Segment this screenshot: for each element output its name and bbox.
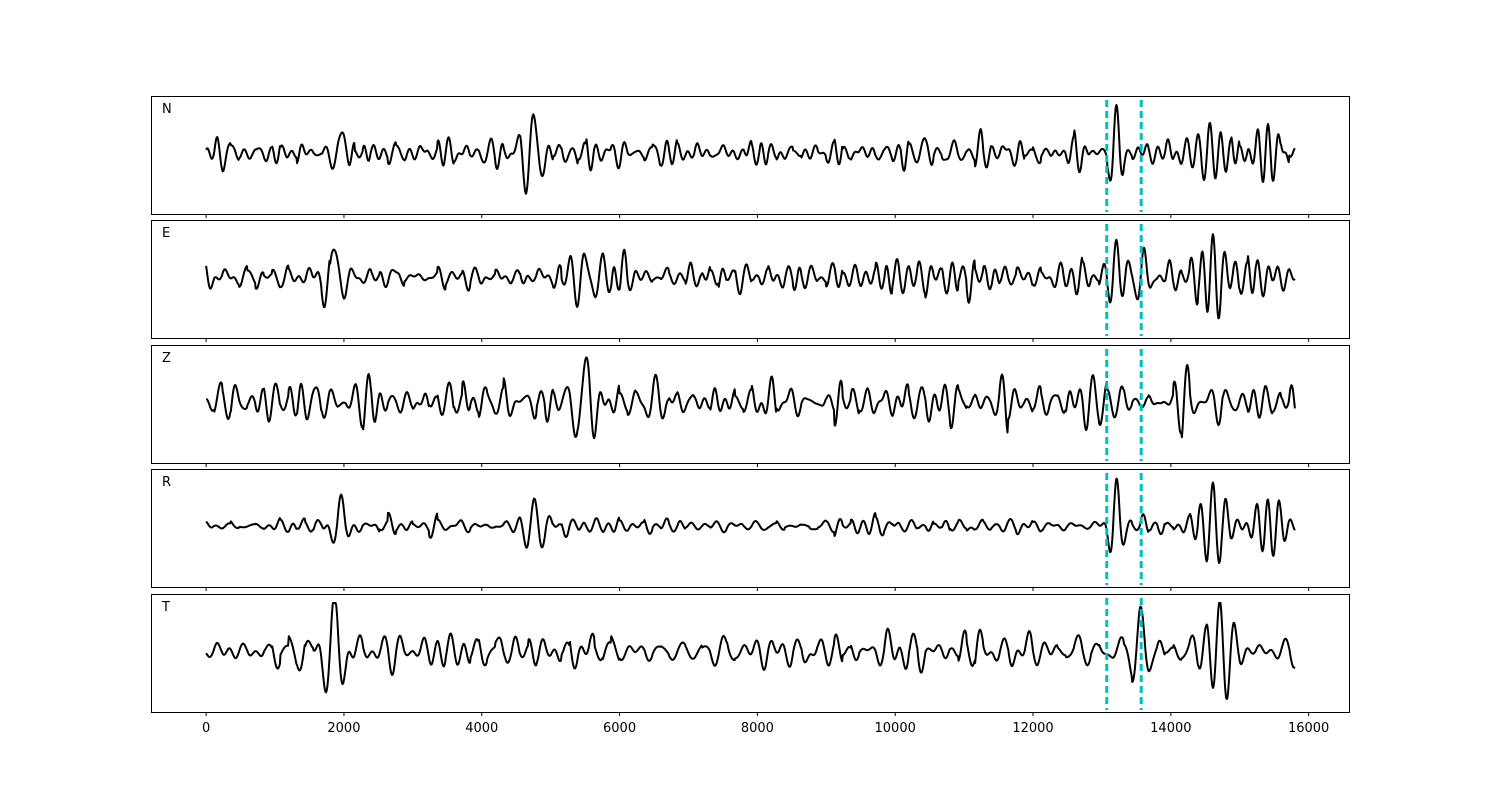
panel-frame — [151, 96, 1350, 215]
x-tick-label: 12000 — [1012, 721, 1053, 736]
panel-frame — [151, 469, 1350, 588]
panel-frame — [151, 594, 1350, 713]
panel-t: T — [151, 594, 1350, 716]
waveform-z — [205, 356, 1296, 440]
panel-frame — [151, 220, 1350, 339]
panel-r: R — [151, 469, 1350, 591]
channel-label: Z — [162, 351, 171, 366]
panel-n: N — [151, 96, 1350, 218]
x-tick-label: 14000 — [1150, 721, 1191, 736]
x-tick-label: 0 — [202, 721, 210, 736]
panel-frame — [151, 345, 1350, 464]
channel-label: E — [162, 226, 170, 241]
waveform-t — [205, 602, 1296, 700]
panel-z: Z — [151, 345, 1350, 467]
x-tick-label: 2000 — [327, 721, 360, 736]
panel-e: E — [151, 220, 1350, 342]
x-tick-label: 6000 — [603, 721, 636, 736]
x-tick-label: 8000 — [741, 721, 774, 736]
panels-layer: N E Z R T — [151, 96, 1350, 716]
x-axis: 0 2000 4000 6000 8000 10000 12000 14000 16000 — [202, 721, 1329, 736]
waveform-r — [205, 477, 1296, 564]
waveform-e — [205, 233, 1296, 320]
x-tick-label: 4000 — [465, 721, 498, 736]
channel-label: T — [161, 600, 170, 615]
channel-label: N — [162, 102, 172, 117]
channel-label: R — [162, 475, 171, 490]
x-tick-label: 16000 — [1288, 721, 1329, 736]
x-tick-label: 10000 — [875, 721, 916, 736]
waveform-n — [205, 104, 1296, 195]
